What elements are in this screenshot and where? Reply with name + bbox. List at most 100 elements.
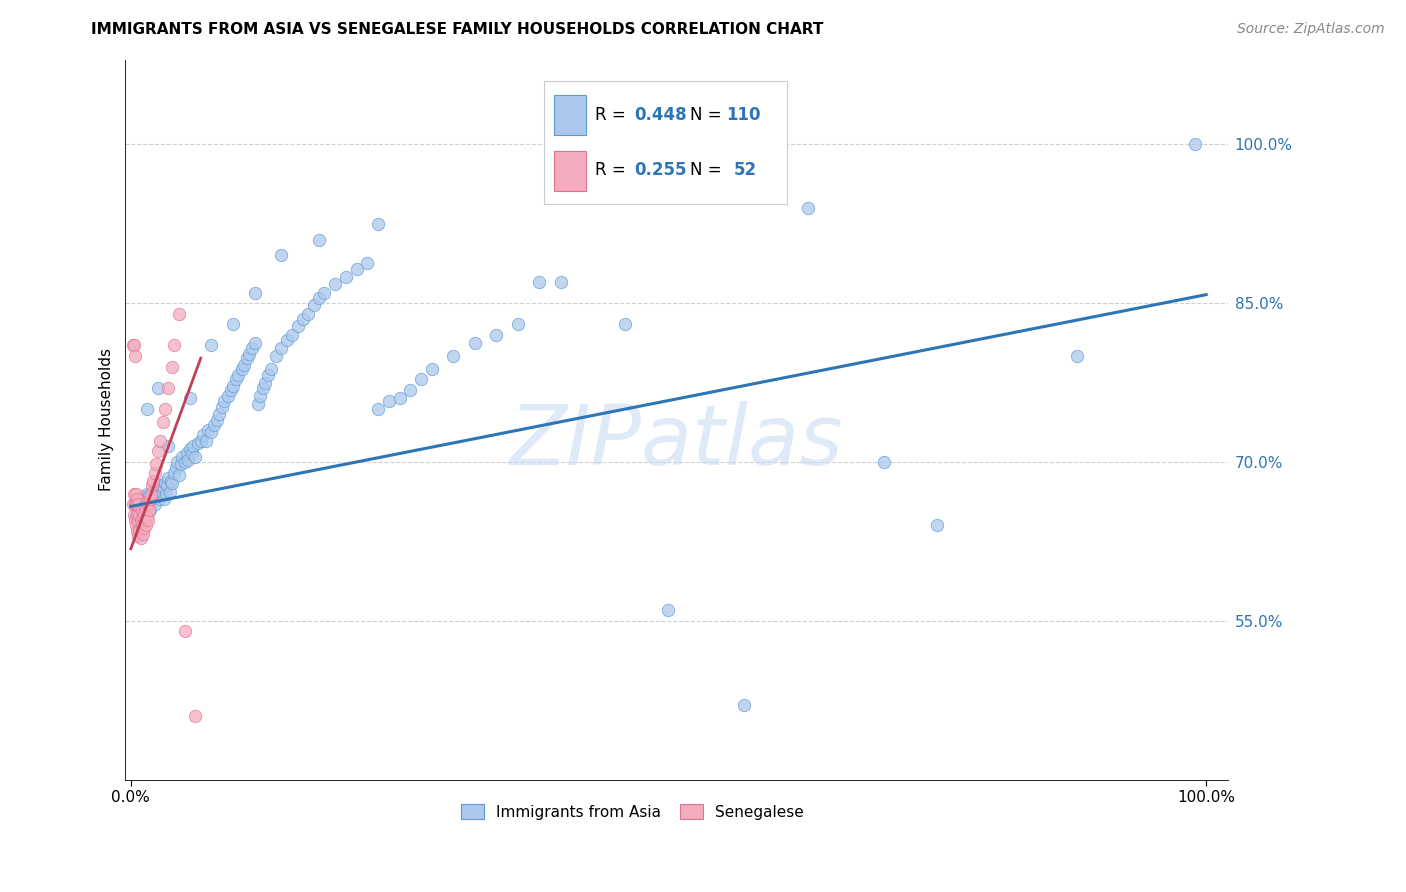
Point (291, 312, 314, 326)
Point (399, 383, 422, 397)
Point (1184, 137, 1206, 152)
Point (657, 603, 679, 617)
Point (246, 397, 269, 411)
Point (134, 513, 156, 527)
Point (139, 491, 162, 506)
Point (136, 495, 159, 509)
Point (214, 393, 236, 408)
Point (228, 368, 250, 383)
Point (122, 338, 145, 352)
Point (136, 510, 159, 524)
Point (219, 383, 242, 397)
Point (238, 347, 260, 361)
Point (190, 434, 212, 448)
Point (270, 248, 292, 262)
Point (129, 506, 152, 520)
Point (388, 392, 411, 406)
Point (157, 471, 180, 485)
Point (167, 467, 190, 482)
Point (733, 698, 755, 713)
Point (264, 349, 287, 363)
Point (222, 378, 245, 392)
Point (506, 318, 529, 332)
Point (124, 513, 146, 527)
Point (166, 455, 188, 469)
Point (127, 497, 149, 511)
Point (243, 336, 266, 351)
Point (146, 381, 169, 395)
Point (131, 518, 153, 533)
Text: Source: ZipAtlas.com: Source: ZipAtlas.com (1237, 22, 1385, 37)
Point (135, 497, 157, 511)
Point (346, 262, 368, 277)
Point (208, 407, 231, 421)
Point (153, 491, 176, 506)
Point (124, 497, 146, 511)
Point (159, 474, 181, 488)
Point (254, 376, 277, 390)
Point (136, 497, 159, 511)
Point (145, 482, 167, 496)
Point (179, 442, 201, 457)
Point (132, 502, 155, 516)
Point (411, 372, 433, 386)
Point (167, 307, 190, 321)
Point (129, 531, 152, 545)
Point (550, 275, 572, 289)
Point (797, 201, 820, 215)
Point (160, 359, 183, 374)
Point (614, 318, 637, 332)
Point (136, 495, 159, 509)
Point (287, 319, 309, 334)
Legend: Immigrants from Asia, Senegalese: Immigrants from Asia, Senegalese (456, 798, 810, 826)
Point (136, 486, 159, 500)
Point (128, 524, 150, 538)
Text: IMMIGRANTS FROM ASIA VS SENEGALESE FAMILY HOUSEHOLDS CORRELATION CHART: IMMIGRANTS FROM ASIA VS SENEGALESE FAMIL… (91, 22, 824, 37)
Point (143, 466, 166, 480)
Point (134, 500, 156, 514)
Point (134, 489, 156, 503)
Point (132, 520, 155, 534)
Point (125, 508, 148, 522)
Point (181, 446, 204, 460)
Point (163, 338, 186, 352)
Point (136, 513, 159, 527)
Point (149, 486, 172, 500)
Point (127, 508, 149, 522)
Point (157, 439, 180, 453)
Point (225, 372, 247, 386)
Point (252, 381, 274, 395)
Point (159, 484, 181, 499)
Point (127, 529, 149, 543)
Point (135, 502, 157, 516)
Point (127, 502, 149, 516)
Point (122, 497, 145, 511)
Point (314, 285, 336, 300)
Point (420, 361, 443, 376)
Point (131, 510, 153, 524)
Point (132, 506, 155, 520)
Point (128, 508, 150, 522)
Point (131, 497, 153, 511)
Point (179, 392, 201, 406)
Point (122, 338, 145, 352)
Point (122, 508, 145, 522)
Point (184, 709, 207, 723)
Point (131, 527, 153, 541)
Point (184, 450, 207, 464)
Point (127, 513, 149, 527)
Point (441, 349, 464, 363)
Point (205, 412, 228, 426)
Point (243, 285, 266, 300)
Point (152, 415, 174, 429)
Point (142, 474, 165, 488)
Point (181, 439, 204, 453)
Point (148, 491, 170, 506)
Point (270, 341, 292, 355)
Point (872, 455, 894, 469)
Point (236, 351, 259, 366)
Point (240, 341, 263, 355)
Point (1066, 349, 1088, 363)
Point (378, 393, 401, 408)
Point (125, 497, 148, 511)
